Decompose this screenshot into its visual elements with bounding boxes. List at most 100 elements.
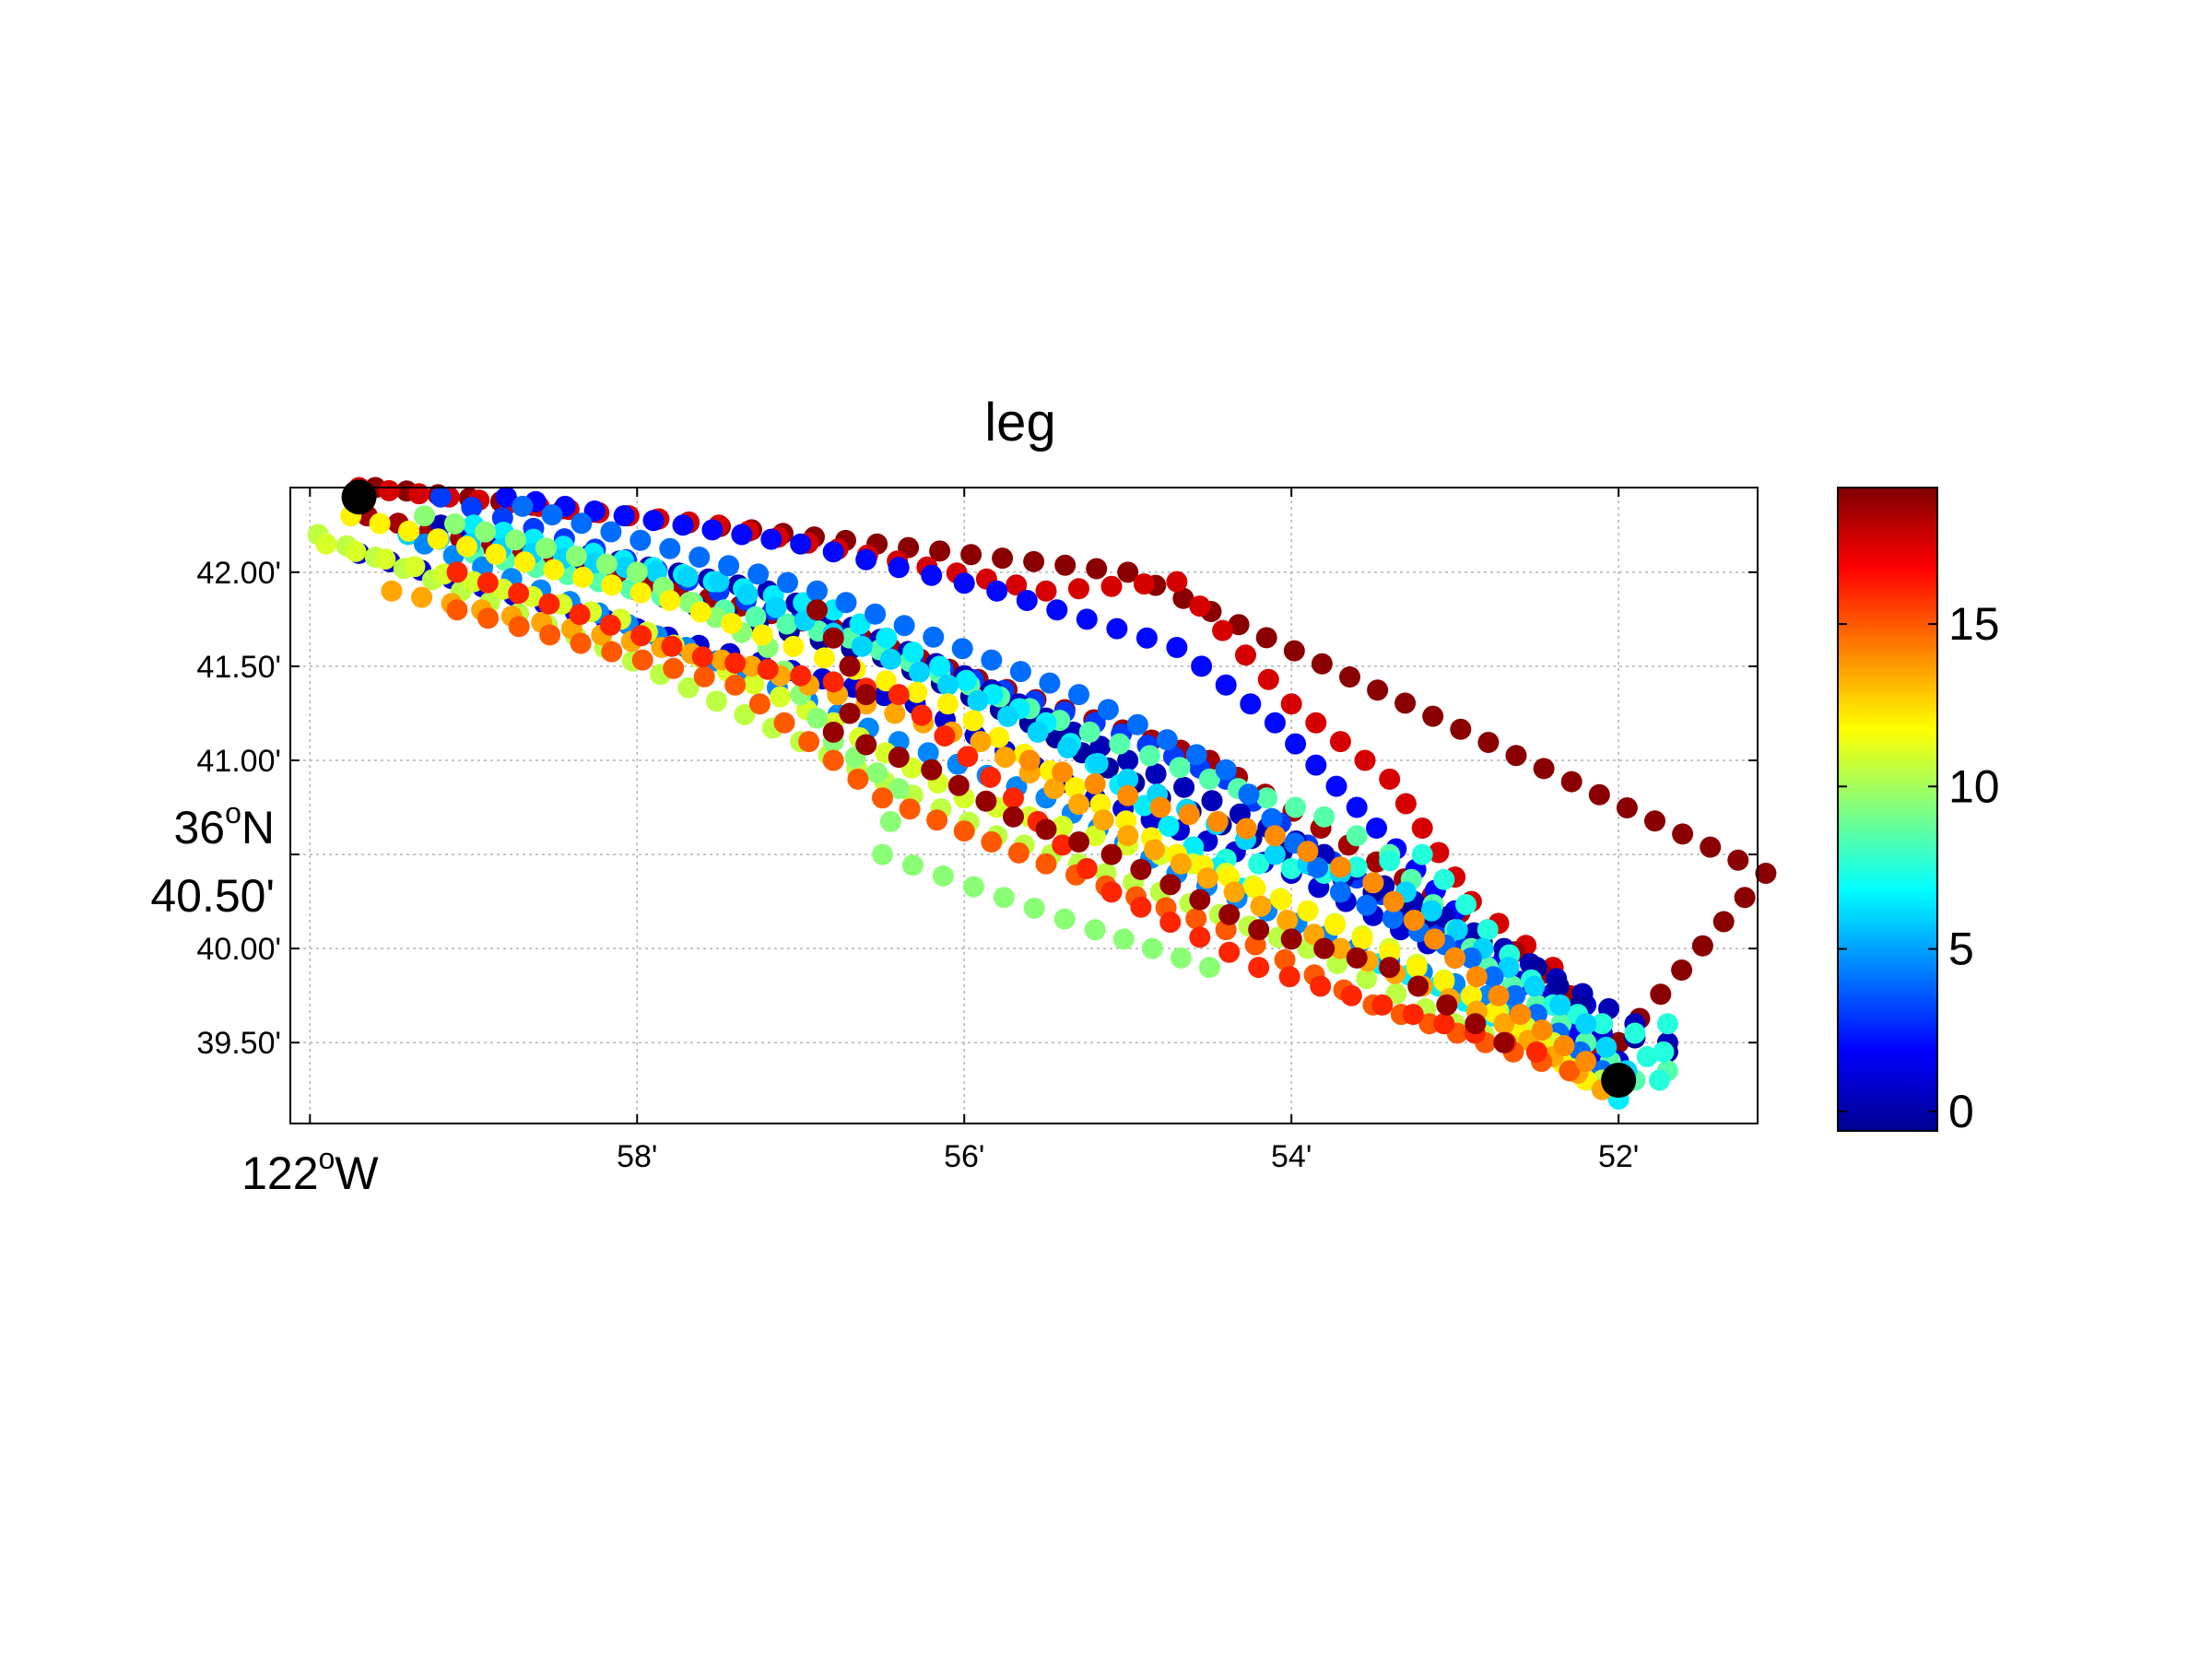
track-point [1138, 745, 1160, 767]
track-point [1311, 653, 1333, 675]
colorbar-tick-label: 5 [1948, 924, 1974, 975]
track-point [1173, 776, 1195, 798]
track-point [1465, 1013, 1487, 1035]
track-point [1356, 894, 1378, 916]
track-point [631, 649, 653, 671]
track-point [1394, 793, 1417, 815]
track-point [1007, 841, 1030, 864]
track-point [1238, 783, 1260, 806]
track-point [997, 705, 1018, 727]
track-point [806, 707, 828, 729]
track-point [790, 533, 812, 555]
y-axis-ticks: 42.00' 41.50' 41.00' 36oN 40.50' 40.00' 39.50' [150, 556, 1758, 1061]
y-tick-label: 40.50' [150, 870, 275, 922]
track-point [1035, 818, 1057, 841]
track-point [659, 590, 681, 611]
track-point [1159, 912, 1182, 934]
track-point [1394, 692, 1417, 714]
track-point [1053, 908, 1076, 930]
track-point [1649, 1069, 1670, 1091]
track-point [1092, 809, 1114, 831]
track-point [1039, 672, 1061, 694]
y-tick-label-degrees: 36 [173, 802, 225, 853]
track-point [508, 582, 530, 605]
track-point [369, 512, 391, 535]
track-point [1325, 775, 1347, 797]
track-point [691, 646, 713, 668]
track-point [1185, 744, 1207, 766]
y-tick-label: 40.00' [196, 932, 281, 967]
track-point [629, 582, 652, 604]
track-point [1178, 804, 1200, 826]
track-point [1595, 1036, 1618, 1058]
track-point [1023, 550, 1045, 572]
track-point [408, 483, 430, 505]
degree-symbol: o [225, 796, 241, 830]
track-point [1100, 881, 1123, 903]
track-point [1261, 807, 1283, 830]
track-point [1549, 994, 1571, 1016]
track-point [1084, 773, 1106, 794]
track-point [1382, 890, 1405, 912]
track-point [701, 519, 724, 541]
track-point [601, 641, 623, 663]
track-point [1009, 661, 1031, 683]
track-point [1310, 975, 1332, 997]
track-point [1560, 771, 1583, 793]
track-point [855, 548, 877, 571]
track-point [893, 615, 915, 637]
track-point [1097, 699, 1119, 721]
track-point [1371, 994, 1394, 1016]
track-point [993, 887, 1015, 909]
track-point [1006, 574, 1028, 596]
track-point [1433, 1013, 1455, 1035]
track-point [1636, 1046, 1658, 1067]
track-point [1482, 966, 1504, 988]
track-point [1274, 948, 1296, 971]
track-point [980, 766, 1002, 788]
track-point [538, 593, 560, 615]
track-point [953, 572, 975, 594]
track-point [663, 657, 685, 679]
track-point [876, 627, 898, 649]
track-point [1052, 834, 1074, 856]
track-point [1329, 731, 1351, 753]
track-point [613, 505, 635, 527]
track-point [1086, 558, 1108, 580]
track-point [899, 798, 921, 820]
track-point [1510, 1004, 1532, 1026]
track-point [677, 677, 700, 699]
track-point [822, 721, 844, 743]
track-point [1018, 749, 1041, 771]
track-point [747, 563, 770, 585]
track-point [1402, 1004, 1424, 1026]
track-point [911, 704, 933, 726]
track-point [411, 586, 433, 608]
track-point [960, 544, 982, 566]
track-point [855, 684, 877, 706]
track-point [1264, 712, 1286, 734]
track-point [1407, 975, 1430, 997]
track-point [444, 512, 465, 535]
track-point [724, 674, 747, 696]
colorbar [1837, 487, 1938, 1132]
track-point [1379, 850, 1401, 872]
track-point [953, 820, 975, 842]
track-point [917, 742, 939, 764]
track-point [962, 710, 984, 732]
track-point [908, 661, 930, 683]
track-point [512, 495, 534, 517]
track-point [748, 693, 771, 715]
track-point [1087, 752, 1109, 774]
track-point [1052, 816, 1074, 837]
track-point [1313, 937, 1335, 959]
track-point [1256, 787, 1278, 809]
track-point [1455, 894, 1477, 915]
track-point [1206, 810, 1229, 832]
track-point [888, 557, 910, 579]
track-point [1297, 900, 1319, 922]
track-point [835, 592, 857, 614]
track-point [1054, 554, 1077, 576]
track-point [1356, 968, 1378, 990]
track-point [957, 746, 979, 768]
